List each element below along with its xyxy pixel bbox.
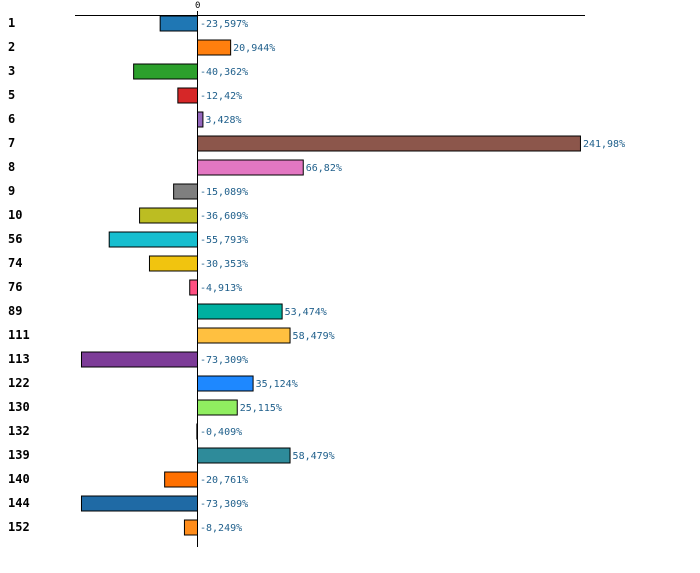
bar-8 [197, 159, 304, 176]
value-label-7: 241,98% [583, 139, 625, 150]
category-label-6: 6 [8, 112, 15, 126]
bar-3 [133, 63, 198, 80]
category-label-5: 5 [8, 88, 15, 102]
value-label-130: 25,115% [240, 403, 282, 414]
value-label-152: -8,249% [200, 523, 242, 534]
value-label-3: -40,362% [200, 67, 248, 78]
category-label-7: 7 [8, 136, 15, 150]
value-label-113: -73,309% [200, 355, 248, 366]
value-label-2: 20,944% [233, 43, 275, 54]
category-label-113: 113 [8, 352, 30, 366]
bar-2 [197, 39, 232, 56]
value-label-5: -12,42% [200, 91, 242, 102]
value-label-122: 35,124% [256, 379, 298, 390]
category-label-74: 74 [8, 256, 22, 270]
bar-139 [197, 447, 291, 464]
bar-74 [148, 255, 199, 272]
category-label-130: 130 [8, 400, 30, 414]
value-label-6: 3,428% [205, 115, 241, 126]
bar-89 [197, 303, 283, 320]
category-label-132: 132 [8, 424, 30, 438]
category-label-56: 56 [8, 232, 22, 246]
category-label-152: 152 [8, 520, 30, 534]
bar-1 [159, 15, 198, 32]
bars [80, 15, 581, 536]
value-label-144: -73,309% [200, 499, 248, 510]
bar-10 [139, 207, 198, 224]
category-label-139: 139 [8, 448, 30, 462]
value-label-132: -0,409% [200, 427, 242, 438]
x-tick-label: 0 [195, 1, 200, 11]
value-label-89: 53,474% [285, 307, 327, 318]
bar-122 [197, 375, 254, 392]
category-label-140: 140 [8, 472, 30, 486]
bar-7 [197, 135, 581, 152]
bar-144 [80, 495, 198, 512]
value-label-140: -20,761% [200, 475, 248, 486]
bar-130 [197, 399, 238, 416]
bar-113 [80, 351, 198, 368]
bar-9 [173, 183, 198, 200]
bar-5 [177, 87, 198, 104]
bar-132 [196, 423, 199, 440]
category-label-144: 144 [8, 496, 30, 510]
x-axis-ticks: 0 [195, 1, 200, 11]
bar-140 [164, 471, 199, 488]
value-label-139: 58,479% [293, 451, 335, 462]
value-label-1: -23,597% [200, 19, 248, 30]
category-label-111: 111 [8, 328, 30, 342]
bar-152 [183, 519, 198, 536]
category-label-76: 76 [8, 280, 22, 294]
bar-6 [197, 111, 204, 128]
category-label-89: 89 [8, 304, 22, 318]
category-label-3: 3 [8, 64, 15, 78]
value-label-74: -30,353% [200, 259, 248, 270]
value-label-111: 58,479% [293, 331, 335, 342]
value-label-10: -36,609% [200, 211, 248, 222]
category-label-8: 8 [8, 160, 15, 174]
value-label-9: -15,089% [200, 187, 248, 198]
category-label-2: 2 [8, 40, 15, 54]
bar-76 [189, 279, 198, 296]
value-label-76: -4,913% [200, 283, 242, 294]
value-label-56: -55,793% [200, 235, 248, 246]
category-label-9: 9 [8, 184, 15, 198]
category-label-1: 1 [8, 16, 15, 30]
bar-111 [197, 327, 291, 344]
value-label-8: 66,82% [306, 163, 342, 174]
value-labels: -23,597% 20,944% -40,362% -12,42% 3,428% 241,… [200, 19, 625, 534]
category-label-122: 122 [8, 376, 30, 390]
category-labels: 1235678910567476891111131221301321391401… [8, 16, 30, 534]
category-label-10: 10 [8, 208, 22, 222]
bar-56 [108, 231, 198, 248]
